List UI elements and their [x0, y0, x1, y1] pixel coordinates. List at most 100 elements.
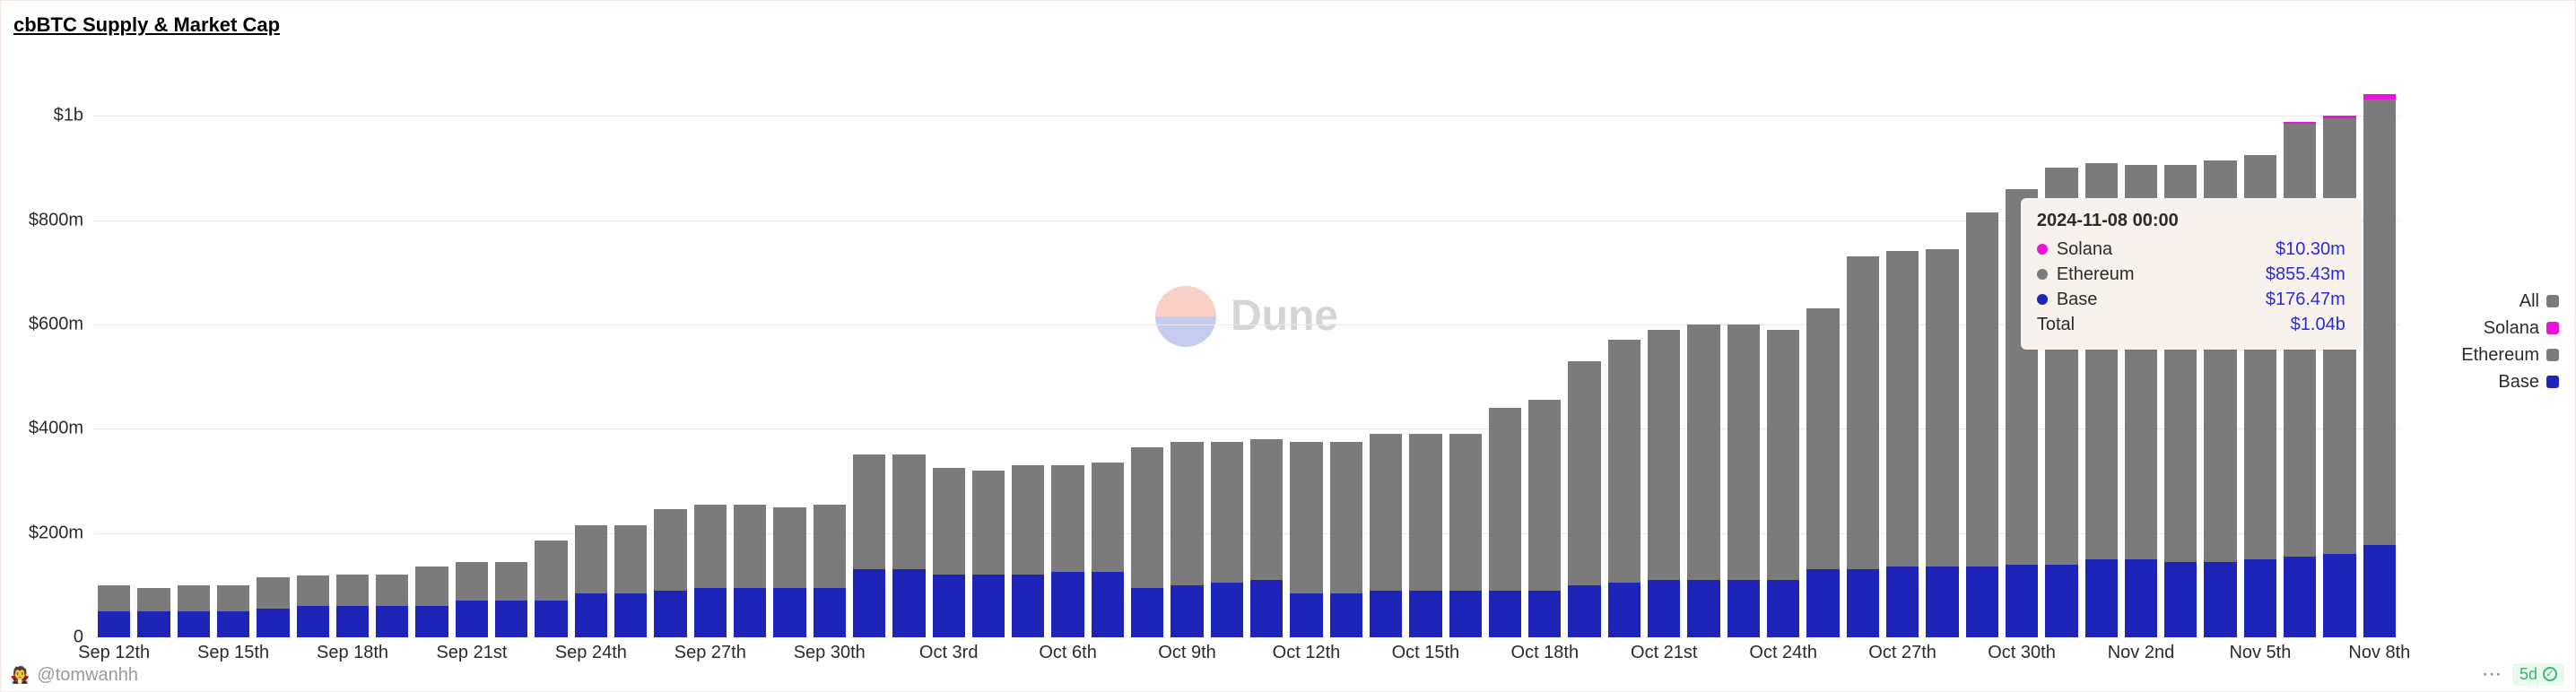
bar-segment-ethereum	[1449, 434, 1482, 591]
bar-segment-ethereum	[376, 575, 408, 606]
bar-segment-base	[1806, 569, 1839, 637]
bar-segment-base	[217, 611, 249, 637]
chart-title-link[interactable]: cbBTC Supply & Market Cap	[13, 13, 280, 37]
bar-segment-base	[2125, 559, 2157, 637]
legend-item-all[interactable]: All	[2461, 288, 2559, 315]
bar-segment-ethereum	[1966, 212, 1998, 567]
bar-segment-ethereum	[495, 562, 527, 601]
bar-segment-base	[1211, 583, 1243, 637]
bar-segment-ethereum	[1290, 442, 1322, 593]
bar-segment-ethereum	[178, 585, 210, 611]
x-tick-label: Sep 30th	[794, 643, 866, 663]
x-axis: Sep 12thSep 15thSep 18thSep 21stSep 24th…	[94, 637, 2399, 673]
bar-segment-base	[1489, 591, 1521, 637]
legend-item-solana[interactable]: Solana	[2461, 315, 2559, 342]
x-tick-label: Oct 24th	[1749, 643, 1817, 663]
x-tick-label: Oct 12th	[1273, 643, 1341, 663]
bar-segment-ethereum	[2363, 99, 2396, 546]
bar-segment-base	[2045, 565, 2077, 637]
y-tick-label: $200m	[29, 523, 94, 543]
x-tick-label: Nov 8th	[2348, 643, 2410, 663]
bar-segment-ethereum	[1528, 400, 1561, 590]
x-tick-label: Nov 2nd	[2108, 643, 2175, 663]
bar-segment-base	[297, 606, 329, 637]
bar-segment-base	[456, 601, 488, 637]
tooltip-series-value: $176.47m	[2266, 290, 2345, 310]
bar-segment-ethereum	[1250, 439, 1283, 580]
chart-legend: All SolanaEthereum Base	[2461, 288, 2559, 395]
bar-segment-ethereum	[1211, 442, 1243, 583]
bar-segment-base	[654, 591, 686, 637]
x-tick-label: Oct 30th	[1988, 643, 2056, 663]
bar-segment-base	[1568, 585, 1600, 637]
bar-segment-ethereum	[1727, 324, 1760, 580]
legend-swatch-icon	[2546, 322, 2559, 334]
x-tick-label: Oct 21st	[1631, 643, 1697, 663]
tooltip-row: Solana$10.30m	[2037, 237, 2345, 262]
more-menu-button[interactable]: ⋯	[2482, 662, 2503, 686]
x-tick-label: Sep 21st	[436, 643, 507, 663]
bar-segment-base	[137, 611, 170, 637]
bar-segment-ethereum	[1409, 434, 1441, 591]
check-icon: ✓	[2543, 667, 2557, 681]
legend-label: All	[2519, 291, 2539, 312]
bar-segment-base	[535, 601, 567, 637]
x-tick-label: Sep 15th	[197, 643, 269, 663]
tooltip-total-value: $1.04b	[2291, 315, 2345, 335]
bar-segment-base	[575, 593, 607, 637]
tooltip-series-label: Base	[2057, 290, 2098, 310]
bar-segment-ethereum	[1171, 442, 1203, 585]
bar-segment-ethereum	[217, 585, 249, 611]
legend-label: Base	[2498, 372, 2539, 393]
query-age-badge[interactable]: 5d ✓	[2512, 663, 2564, 686]
tooltip-row: Base $176.47m	[2037, 287, 2345, 312]
x-tick-label: Sep 27th	[674, 643, 746, 663]
plot-region[interactable]: 0$200m$400m$600m$800m$1b2024-11-08 00:00…	[94, 64, 2399, 637]
bar-segment-base	[1648, 580, 1680, 637]
legend-item-base[interactable]: Base	[2461, 368, 2559, 395]
bar-segment-base	[2244, 559, 2276, 637]
bar-segment-ethereum	[773, 507, 805, 588]
author-avatar-icon: 🧛	[10, 666, 30, 685]
bar-segment-ethereum	[137, 588, 170, 611]
x-tick-label: Oct 6th	[1039, 643, 1096, 663]
bar-segment-base	[1250, 580, 1283, 637]
bar-segment-ethereum	[1687, 324, 1719, 580]
bar-segment-ethereum	[734, 505, 766, 588]
panel-actions: ⋯ 5d ✓	[2482, 662, 2564, 686]
bar-segment-ethereum	[1608, 340, 1640, 583]
tooltip-title: 2024-11-08 00:00	[2037, 211, 2345, 231]
bar-segment-ethereum	[1131, 447, 1163, 588]
bar-segment-base	[1409, 591, 1441, 637]
bar-segment-base	[1966, 567, 1998, 637]
bar-segment-base	[178, 611, 210, 637]
chart-area: Dune 0$200m$400m$600m$800m$1b2024-11-08 …	[94, 64, 2399, 637]
bar-segment-ethereum	[1648, 330, 1680, 580]
bar-segment-base	[415, 606, 448, 637]
tooltip-total-label: Total	[2037, 315, 2075, 335]
author-footer[interactable]: 🧛 @tomwanhh	[10, 665, 138, 686]
x-tick-label: Oct 3rd	[919, 643, 979, 663]
bar-segment-base	[2164, 562, 2197, 637]
bar-segment-base	[495, 601, 527, 637]
bar-segment-base	[1528, 591, 1561, 637]
legend-item-ethereum[interactable]: Ethereum	[2461, 342, 2559, 368]
y-tick-label: $800m	[29, 210, 94, 230]
bar-segment-base	[1171, 585, 1203, 637]
bar-segment-base	[892, 569, 925, 637]
legend-swatch-icon	[2546, 349, 2559, 361]
bar-segment-ethereum	[1092, 463, 1124, 572]
bar-segment-base	[694, 588, 727, 637]
bar-segment-ethereum	[1012, 465, 1044, 575]
legend-swatch-icon	[2546, 376, 2559, 388]
bar-segment-ethereum	[415, 567, 448, 606]
bar-segment-base	[814, 588, 846, 637]
bar-segment-ethereum	[1330, 442, 1362, 593]
tooltip-dot-icon	[2037, 269, 2048, 280]
chart-panel: cbBTC Supply & Market Cap Dune 0$200m$40…	[0, 0, 2576, 692]
bar-segment-base	[972, 575, 1005, 637]
bar-segment-base	[2006, 565, 2038, 637]
bar-segment-ethereum	[654, 509, 686, 590]
bar-segment-base	[1012, 575, 1044, 637]
bar-segment-base	[1290, 593, 1322, 637]
